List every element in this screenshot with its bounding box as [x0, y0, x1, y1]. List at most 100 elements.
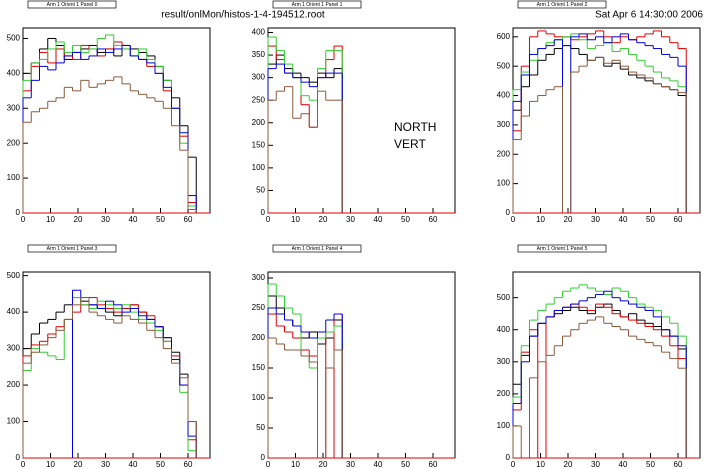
- x-tick-label: 50: [156, 460, 165, 469]
- y-tick-label: 300: [497, 357, 511, 366]
- y-tick-label: 200: [7, 380, 21, 389]
- x-tick-label: 30: [101, 460, 110, 469]
- y-tick-label: 400: [497, 91, 511, 100]
- y-tick-label: 400: [7, 68, 21, 77]
- y-tick-label: 100: [497, 179, 511, 188]
- x-tick-label: 0: [21, 460, 26, 469]
- x-tick-label: 50: [646, 215, 655, 224]
- x-tick-label: 0: [266, 215, 271, 224]
- x-tick-label: 40: [374, 215, 383, 224]
- x-tick-label: 10: [46, 460, 55, 469]
- x-tick-label: 50: [401, 215, 410, 224]
- y-tick-label: 300: [497, 120, 511, 129]
- y-tick-label: 0: [261, 453, 266, 462]
- x-tick-label: 20: [564, 460, 573, 469]
- y-tick-label: 500: [7, 271, 21, 280]
- y-tick-label: 0: [16, 453, 21, 462]
- y-tick-label: 0: [16, 208, 21, 217]
- y-tick-label: 0: [261, 208, 266, 217]
- plot-frame: [267, 271, 456, 459]
- y-tick-label: 100: [252, 163, 266, 172]
- x-tick-label: 40: [129, 215, 138, 224]
- x-tick-label: 0: [511, 460, 516, 469]
- title-box: [517, 0, 607, 9]
- y-tick-label: 400: [252, 28, 266, 37]
- x-tick-label: 30: [346, 215, 355, 224]
- x-tick-label: 60: [674, 460, 683, 469]
- date: Sat Apr 6 14:30:00 2006: [595, 10, 703, 21]
- plot-frame: [512, 271, 701, 459]
- x-tick-label: 20: [319, 460, 328, 469]
- y-tick-label: 100: [497, 421, 511, 430]
- y-tick-label: 300: [7, 344, 21, 353]
- y-tick-label: 50: [256, 186, 265, 195]
- plot-frame: [22, 27, 211, 214]
- y-tick-label: 150: [252, 363, 266, 372]
- y-tick-label: 200: [252, 118, 266, 127]
- x-tick-label: 50: [401, 460, 410, 469]
- y-tick-label: 100: [7, 417, 21, 426]
- y-tick-label: 250: [252, 95, 266, 104]
- chart-title: Arm 1 Orient 1 Panel 1: [292, 2, 343, 8]
- x-tick-label: 0: [21, 215, 26, 224]
- x-tick-label: 20: [564, 215, 573, 224]
- y-tick-label: 500: [7, 34, 21, 43]
- x-tick-label: 10: [536, 460, 545, 469]
- annotation: NORTH: [394, 120, 436, 134]
- y-tick-label: 350: [252, 50, 266, 59]
- y-tick-label: 500: [497, 293, 511, 302]
- x-tick-label: 60: [184, 460, 193, 469]
- plot-frame: [267, 27, 456, 214]
- x-tick-label: 40: [374, 460, 383, 469]
- x-tick-label: 20: [74, 460, 83, 469]
- y-tick-label: 50: [256, 423, 265, 432]
- x-tick-label: 50: [646, 460, 655, 469]
- y-tick-label: 150: [252, 140, 266, 149]
- x-tick-label: 30: [591, 460, 600, 469]
- x-tick-label: 30: [591, 215, 600, 224]
- plot-frame: [512, 27, 701, 214]
- x-tick-label: 10: [291, 460, 300, 469]
- x-tick-label: 0: [266, 460, 271, 469]
- y-tick-label: 0: [506, 208, 511, 217]
- x-tick-label: 60: [184, 215, 193, 224]
- chart-title: Arm 1 Orient 1 Panel 5: [537, 246, 588, 252]
- x-tick-label: 30: [346, 460, 355, 469]
- y-tick-label: 200: [497, 389, 511, 398]
- y-tick-label: 400: [497, 325, 511, 334]
- x-tick-label: 40: [619, 215, 628, 224]
- chart-title: Arm 1 Orient 1 Panel 3: [47, 246, 98, 252]
- y-tick-label: 200: [252, 333, 266, 342]
- x-tick-label: 20: [74, 215, 83, 224]
- x-tick-label: 60: [429, 215, 438, 224]
- chart-title: Arm 1 Orient 1 Panel 4: [292, 246, 343, 252]
- x-tick-label: 20: [319, 215, 328, 224]
- y-tick-label: 300: [252, 273, 266, 282]
- plot-frame: [22, 271, 211, 459]
- y-tick-label: 100: [252, 393, 266, 402]
- y-tick-label: 200: [7, 138, 21, 147]
- y-tick-label: 300: [7, 103, 21, 112]
- y-tick-label: 600: [497, 32, 511, 41]
- y-tick-label: 500: [497, 61, 511, 70]
- x-tick-label: 10: [536, 215, 545, 224]
- x-tick-label: 10: [46, 215, 55, 224]
- x-tick-label: 60: [429, 460, 438, 469]
- chart-title: Arm 1 Orient 1 Panel 0: [47, 2, 98, 8]
- x-tick-label: 0: [511, 215, 516, 224]
- title-box: [27, 244, 117, 253]
- title-box: [272, 0, 362, 9]
- chart-title: Arm 1 Orient 1 Panel 2: [537, 2, 588, 8]
- x-tick-label: 40: [129, 460, 138, 469]
- x-tick-label: 10: [291, 215, 300, 224]
- title-box: [272, 244, 362, 253]
- x-tick-label: 60: [674, 215, 683, 224]
- y-tick-label: 300: [252, 73, 266, 82]
- title-box: [27, 0, 117, 9]
- title-box: [517, 244, 607, 253]
- y-tick-label: 400: [7, 307, 21, 316]
- x-tick-label: 30: [101, 215, 110, 224]
- y-tick-label: 250: [252, 303, 266, 312]
- file-name: result/onlMon/histos-1-4-194512.root: [161, 10, 325, 21]
